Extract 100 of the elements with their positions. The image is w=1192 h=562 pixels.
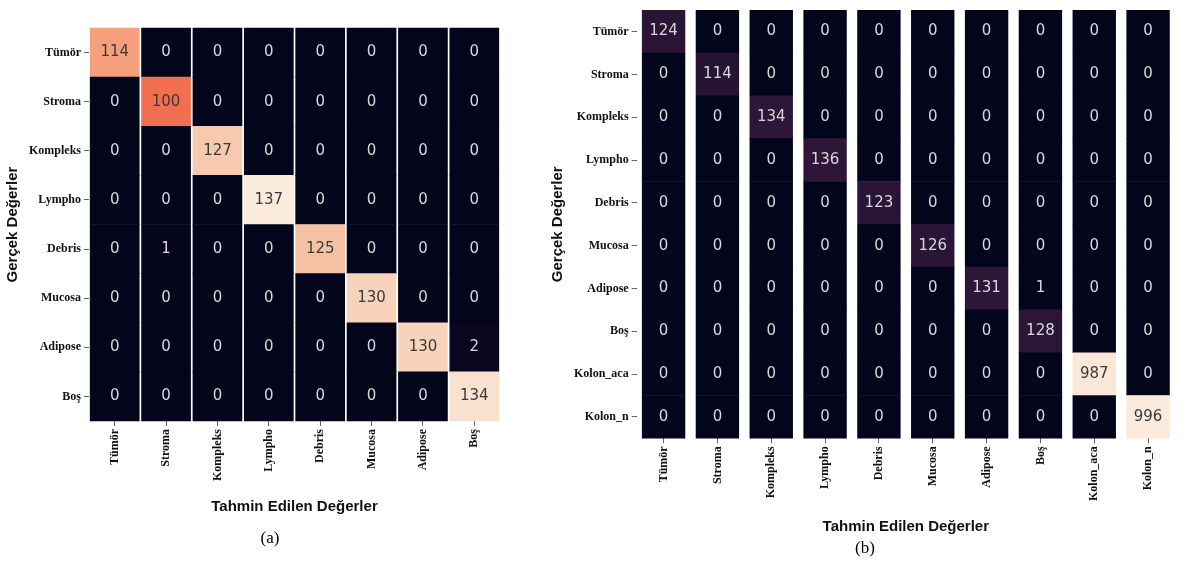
data-label: 0: [874, 149, 884, 168]
data-label: 0: [820, 21, 830, 40]
data-label: 114: [100, 42, 130, 61]
y-tick-label: Lympho: [38, 192, 82, 207]
data-label: 0: [366, 238, 377, 257]
y-tick-label: Mucosa: [41, 290, 82, 305]
data-label: 130: [408, 337, 438, 356]
y-tick-label: Stroma: [43, 93, 82, 108]
data-label: 0: [927, 64, 938, 83]
data-label: 0: [712, 149, 723, 168]
data-label: 0: [315, 288, 325, 307]
data-label: 136: [810, 149, 840, 168]
data-label: 0: [315, 91, 325, 110]
y-tick-label: Adipose: [587, 280, 630, 295]
data-label: 0: [712, 406, 723, 425]
data-label: 0: [1143, 149, 1153, 168]
data-label: 0: [264, 386, 274, 405]
data-label: 0: [469, 42, 480, 61]
data-label: 0: [418, 189, 428, 208]
data-label: 0: [712, 278, 723, 297]
data-label: 0: [1089, 192, 1100, 211]
data-label: 0: [366, 91, 377, 110]
y-tick-label: Boş: [609, 323, 629, 338]
data-label: 0: [874, 364, 884, 382]
data-label: 0: [820, 406, 830, 425]
text: (b): [854, 538, 876, 558]
data-label: 0: [264, 238, 274, 257]
data-label: 0: [1089, 321, 1100, 340]
data-label: 0: [161, 42, 171, 61]
data-label: 0: [315, 42, 325, 61]
data-label: 0: [1089, 107, 1100, 126]
data-label: 0: [1143, 364, 1153, 382]
data-label: 0: [766, 192, 777, 211]
data-label: 0: [366, 42, 377, 61]
data-label: 0: [366, 386, 377, 405]
data-label: 0: [874, 107, 884, 126]
data-label: 0: [418, 238, 428, 257]
data-label: 0: [418, 140, 428, 159]
data-label: 0: [1143, 278, 1153, 297]
data-label: 134: [756, 107, 786, 126]
data-label: 0: [1035, 235, 1046, 254]
data-label: 0: [1089, 278, 1100, 297]
data-label: 114: [703, 64, 732, 83]
data-label: 0: [1035, 149, 1046, 168]
data-label: 134: [459, 386, 489, 405]
data-label: 0: [1035, 406, 1046, 425]
x-axis-title: Tahmin Edilen Değerler: [822, 517, 990, 535]
data-label: 0: [264, 42, 274, 61]
y-tick-label: Lympho: [585, 152, 629, 167]
data-label: 0: [315, 140, 325, 159]
data-label: 0: [820, 64, 830, 83]
y-tick-label: Debris: [594, 194, 629, 209]
data-label: 0: [658, 192, 669, 211]
data-label: 0: [658, 406, 669, 425]
data-label: 0: [366, 189, 377, 208]
y-axis-title: Gerçek Değerler: [3, 166, 21, 283]
data-label: 0: [927, 278, 938, 297]
data-label: 0: [1143, 107, 1153, 126]
data-label: 0: [927, 364, 938, 382]
data-label: 124: [649, 21, 678, 40]
data-label: 0: [874, 278, 884, 297]
data-label: 0: [469, 91, 480, 110]
data-label: 0: [1143, 321, 1153, 340]
data-label: 0: [161, 189, 171, 208]
data-label: 0: [161, 288, 171, 307]
data-label: 0: [418, 288, 428, 307]
data-label: 125: [305, 238, 335, 257]
y-tick-label: Boş: [62, 388, 82, 403]
data-label: 0: [469, 189, 480, 208]
data-label: 0: [109, 91, 120, 110]
data-label: 0: [820, 321, 830, 340]
x-tick-label: Stroma: [709, 446, 724, 485]
data-label: 0: [1143, 192, 1153, 211]
x-tick-label: Kolon_aca: [1086, 446, 1101, 501]
data-label: 0: [1143, 235, 1153, 254]
x-tick-label: Mucosa: [924, 446, 939, 487]
data-label: 0: [981, 406, 992, 425]
data-label: 0: [927, 21, 938, 40]
data-label: 0: [1035, 107, 1046, 126]
data-label: 0: [109, 386, 120, 405]
y-tick-label: Tümör: [592, 23, 630, 38]
y-tick-label: Kolon_aca: [574, 366, 629, 381]
data-label: 0: [712, 192, 723, 211]
data-label: 0: [981, 235, 992, 254]
data-label: 0: [109, 140, 120, 159]
data-label: 0: [109, 189, 120, 208]
data-label: 0: [712, 107, 723, 126]
y-tick-label: Tümör: [45, 44, 82, 59]
data-label: 0: [469, 288, 480, 307]
data-label: 0: [212, 42, 223, 61]
data-label: 0: [981, 149, 992, 168]
data-label: 0: [161, 337, 171, 356]
data-label: 0: [469, 140, 480, 159]
data-label: 0: [658, 107, 669, 126]
data-label: 0: [212, 238, 223, 257]
x-tick-label: Adipose: [415, 428, 430, 471]
x-tick-label: Lympho: [260, 428, 275, 472]
data-label: 0: [315, 386, 325, 405]
data-label: 0: [874, 321, 884, 340]
x-tick-label: Kompleks: [209, 428, 224, 482]
